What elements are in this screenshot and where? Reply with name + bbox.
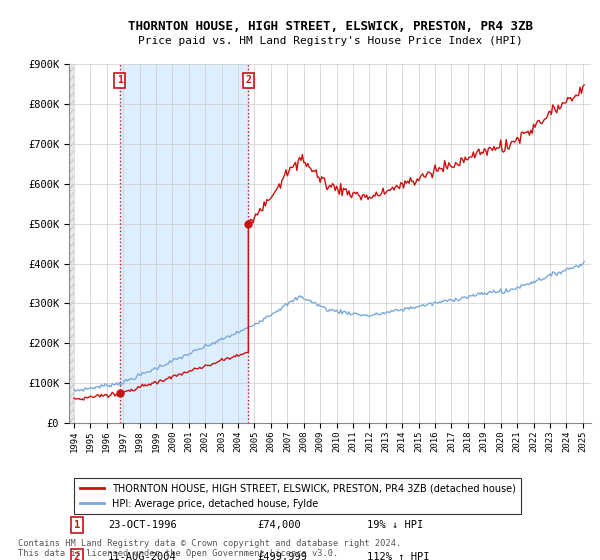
Bar: [120, 64, 248, 423]
Text: 1: 1: [117, 75, 122, 85]
Text: 112% ↑ HPI: 112% ↑ HPI: [367, 552, 429, 560]
Bar: [69, 64, 74, 423]
Text: Price paid vs. HM Land Registry's House Price Index (HPI): Price paid vs. HM Land Registry's House …: [137, 36, 523, 46]
Text: 19% ↓ HPI: 19% ↓ HPI: [367, 520, 423, 530]
Text: Contains HM Land Registry data © Crown copyright and database right 2024.
This d: Contains HM Land Registry data © Crown c…: [18, 539, 401, 558]
Text: 1: 1: [74, 520, 80, 530]
Text: 2: 2: [245, 75, 251, 85]
Text: 11-AUG-2004: 11-AUG-2004: [108, 552, 177, 560]
Text: THORNTON HOUSE, HIGH STREET, ELSWICK, PRESTON, PR4 3ZB: THORNTON HOUSE, HIGH STREET, ELSWICK, PR…: [128, 20, 533, 32]
Text: £74,000: £74,000: [257, 520, 301, 530]
Legend: THORNTON HOUSE, HIGH STREET, ELSWICK, PRESTON, PR4 3ZB (detached house), HPI: Av: THORNTON HOUSE, HIGH STREET, ELSWICK, PR…: [74, 478, 521, 515]
Text: 23-OCT-1996: 23-OCT-1996: [108, 520, 177, 530]
Text: £499,999: £499,999: [257, 552, 307, 560]
Text: 2: 2: [74, 552, 80, 560]
